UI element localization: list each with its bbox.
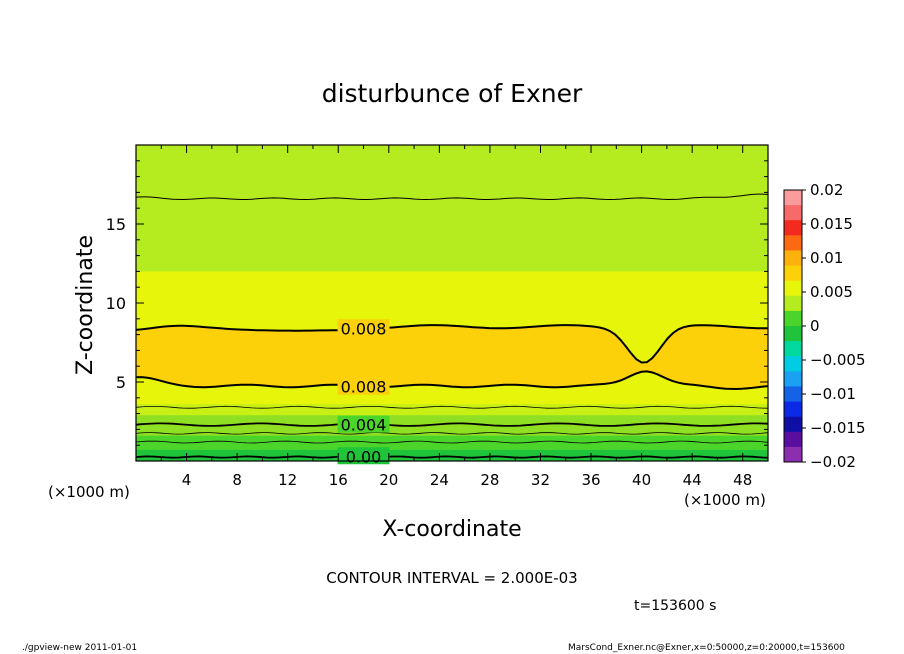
colorbar-swatch-0 (784, 190, 802, 206)
colorbar-tick-label: −0.01 (810, 385, 856, 403)
x-tick-label: 36 (581, 471, 600, 489)
y-tick-label: 5 (116, 373, 126, 392)
colorbar-swatch-5 (784, 265, 802, 282)
colorbar (783, 189, 803, 463)
y-tick-label: 10 (106, 294, 126, 313)
colorbar-swatch-14 (784, 401, 802, 418)
contour-labels: 0.008 0.008 0.004 0.00 (337, 319, 390, 466)
contour-label-3: 0.00 (346, 447, 382, 466)
x-tick-label: 4 (182, 471, 192, 489)
contour-label-bg-1 (337, 377, 390, 395)
fill-bands (136, 145, 768, 461)
x-tick-label: 40 (632, 471, 651, 489)
y-tick-label: 15 (106, 215, 126, 234)
colorbar-swatch-9 (784, 326, 802, 342)
colorbar-ticks: 0.02 0.015 0.01 0.005 0 −0.005 −0.01 −0.015 −0.0… (802, 181, 866, 471)
x-tick-label: 12 (278, 471, 297, 489)
colorbar-swatch-17 (784, 446, 802, 463)
contour-label-1: 0.008 (341, 378, 387, 397)
colorbar-swatch-15 (784, 416, 802, 433)
contour-top (135, 193, 769, 201)
x-tick-label: 24 (430, 471, 449, 489)
x-tick-label: 16 (329, 471, 348, 489)
fill-band-5 (136, 449, 768, 461)
colorbar-tick-label: 0.01 (810, 249, 843, 267)
contour-label-2: 0.004 (341, 416, 387, 435)
colorbar-swatch-13 (784, 386, 802, 403)
contour-label-bg-0 (337, 319, 390, 337)
colorbar-swatch-1 (784, 205, 802, 221)
contour-label-0: 0.008 (341, 319, 387, 338)
colorbar-swatch-10 (784, 341, 802, 357)
contour-0004 (135, 422, 769, 427)
contour-b (135, 432, 769, 435)
x-axis-label: X-coordinate (382, 517, 521, 542)
contour-a (135, 405, 769, 409)
contour-interval: CONTOUR INTERVAL = 2.000E-03 (326, 569, 577, 587)
time-label: t=153600 s (634, 598, 716, 614)
x-tick-label: 44 (683, 471, 702, 489)
x-tick-label: 48 (733, 471, 752, 489)
colorbar-swatch-8 (784, 310, 802, 327)
contour-label-bg-3 (337, 447, 390, 465)
colorbar-swatch-2 (784, 220, 802, 236)
x-unit-left: (×1000 m) (48, 483, 130, 501)
footer-left: ./gpview-new 2011-01-01 (22, 643, 138, 653)
colorbar-swatch-3 (784, 235, 802, 251)
colorbar-tick-label: −0.02 (810, 453, 856, 471)
colorbar-tick-label: −0.015 (810, 419, 866, 437)
footer-right: MarsCond_Exner.nc@Exner,x=0:50000,z=0:20… (568, 643, 845, 653)
colorbar-tick-label: 0.02 (810, 181, 843, 199)
colorbar-swatch-6 (784, 280, 802, 297)
colorbar-tick-label: 0.015 (810, 215, 853, 233)
chart-title: disturbunce of Exner (322, 79, 583, 108)
x-unit-right: (×1000 m) (684, 491, 766, 509)
contour-label-bg-2 (337, 415, 390, 433)
colorbar-tick-label: −0.005 (810, 351, 866, 369)
colorbar-swatch-11 (784, 356, 802, 372)
x-tick-label: 8 (232, 471, 242, 489)
colorbar-tick-label: 0.005 (810, 283, 853, 301)
contour-lines (135, 193, 769, 459)
contour-c (135, 440, 769, 444)
y-axis-label: Z-coordinate (73, 235, 98, 375)
contour-upper-0008 (135, 324, 768, 364)
x-tick-label: 20 (379, 471, 398, 489)
colorbar-swatch-12 (784, 371, 802, 387)
contour-000 (135, 455, 769, 459)
colorbar-swatch-16 (784, 431, 802, 448)
x-tick-label: 28 (480, 471, 499, 489)
x-axis-ticks: 4 8 12 16 20 24 28 32 36 40 44 48 (160, 145, 752, 489)
colorbar-tick-label: 0 (810, 317, 820, 335)
x-tick-label: 32 (531, 471, 550, 489)
colorbar-swatch-4 (784, 250, 802, 267)
contour-lower-0008 (135, 370, 769, 391)
core-region (136, 325, 768, 389)
colorbar-swatch-7 (784, 295, 802, 312)
y-axis-ticks: 5 10 15 (106, 160, 768, 446)
